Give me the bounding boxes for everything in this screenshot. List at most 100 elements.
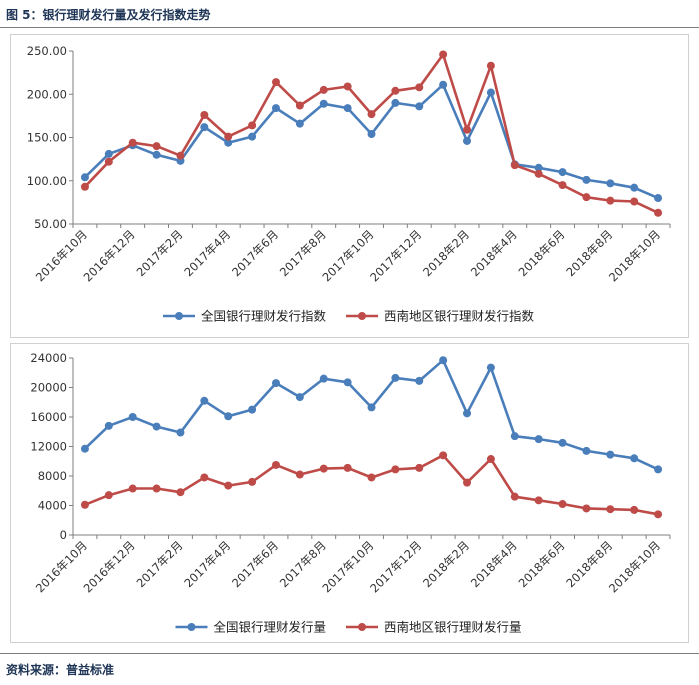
data-point [80,173,89,182]
y-tick-label: 20000 [30,381,67,395]
data-point [248,405,257,414]
data-point [630,197,639,206]
data-point [152,484,161,493]
data-point [271,379,280,388]
data-point [510,492,519,501]
y-tick-label: 50.00 [34,217,67,231]
legend-marker [175,312,183,320]
data-point [367,473,376,482]
data-point [319,464,328,473]
data-point [534,435,543,444]
data-point [415,376,424,385]
legend-label: 全国银行理财发行量 [214,620,327,635]
data-point [582,175,591,184]
data-point [582,193,591,202]
data-point [128,484,137,493]
data-point [391,86,400,95]
data-point [534,496,543,505]
data-point [152,150,161,159]
data-point [319,99,328,108]
legend-marker [187,623,196,631]
y-tick-label: 16000 [30,410,67,424]
data-point [271,460,280,469]
data-point [654,465,663,474]
data-point [463,478,472,487]
data-point [104,157,113,166]
x-tick-label: 2016年12月 [81,227,138,284]
y-tick-label: 150.00 [27,131,67,145]
data-point [271,104,280,113]
data-point [415,102,424,111]
x-tick-label: 2018年2月 [420,538,472,590]
x-tick-label: 2018年10月 [606,538,663,595]
data-point [463,409,472,418]
x-tick-label: 2017年12月 [367,538,424,595]
data-point [200,123,209,132]
legend-label: 全国银行理财发行指数 [201,309,327,324]
x-tick-label: 2018年6月 [516,538,568,590]
data-point [80,444,89,453]
data-point [606,196,615,205]
data-point [176,488,185,497]
data-point [343,82,352,91]
data-point [510,432,519,441]
data-point [630,454,639,463]
legend-label: 西南地区银行理财发行量 [384,620,522,635]
data-point [606,179,615,188]
data-point [654,208,663,217]
data-point [463,136,472,145]
data-point [606,450,615,459]
data-point [630,183,639,192]
data-point [486,88,495,97]
x-tick-label: 2017年8月 [277,227,329,279]
y-tick-label: 0 [60,528,67,542]
data-point [486,455,495,464]
y-tick-label: 24000 [30,351,67,365]
data-point [391,465,400,474]
data-point [104,421,113,430]
data-point [534,169,543,178]
data-point [558,168,567,177]
data-point [606,505,615,514]
data-point [200,111,209,120]
volume-chart-panel: 0 4000 8000 12000 16000 20000 24000 2016年10月 201… [10,343,689,643]
data-point [630,505,639,514]
data-point [391,373,400,382]
data-point [654,510,663,519]
data-point [486,363,495,372]
x-tick-label: 2017年2月 [134,538,186,590]
data-point [271,78,280,87]
data-point [104,491,113,500]
data-point [439,50,448,59]
data-point [248,477,257,486]
data-point [558,500,567,509]
series-line [84,358,659,471]
data-point [367,403,376,412]
data-point [224,412,233,421]
y-tick-label: 8000 [38,469,67,483]
data-point [200,473,209,482]
x-tick-label: 2018年10月 [606,227,663,284]
data-point [176,151,185,160]
data-point [319,85,328,94]
x-tick-label: 2017年2月 [134,227,186,279]
data-point [558,181,567,190]
data-point [367,130,376,139]
data-point [582,446,591,455]
data-point [582,504,591,513]
source-divider [0,653,699,654]
x-tick-label: 2017年4月 [181,538,233,590]
series-line [84,454,659,516]
x-tick-label: 2018年8月 [563,538,615,590]
data-point [295,470,304,479]
y-tick-label: 100.00 [27,174,67,188]
data-point [415,83,424,92]
x-tick-label: 2017年6月 [229,538,281,590]
index-chart-panel: 50.00 100.00 150.00 200.00 250.00 2016年10月 201… [10,34,689,338]
source-note: 资料来源：普益标准 [6,663,115,677]
data-point [654,194,663,203]
data-point [248,132,257,141]
y-tick-label: 250.00 [27,44,67,58]
figure-title: 图 5：银行理财发行量及发行指数走势 [6,8,211,22]
legend-label: 西南地区银行理财发行指数 [384,309,535,324]
